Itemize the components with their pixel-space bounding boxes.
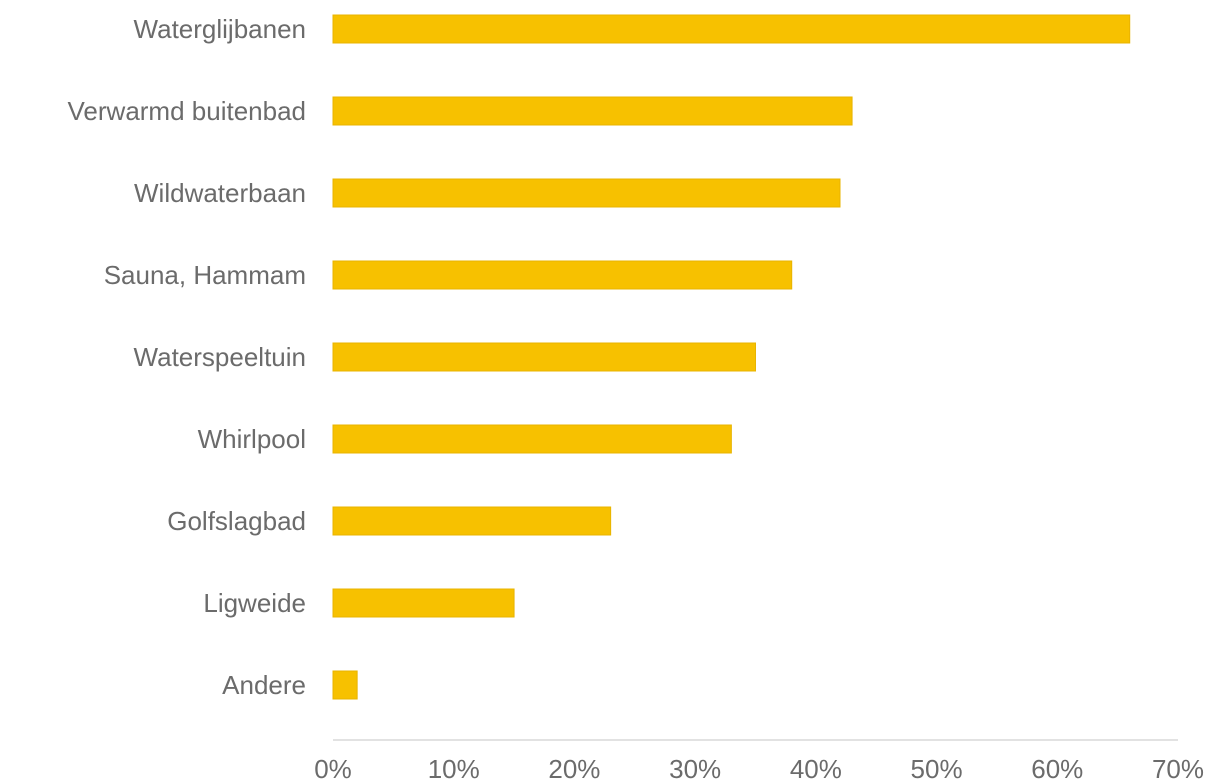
category-label-8: Andere [222, 670, 306, 700]
x-tick-label-6: 60% [1031, 754, 1083, 779]
category-label-3: Sauna, Hammam [104, 260, 306, 290]
x-tick-label-0: 0% [314, 754, 352, 779]
category-labels-group: Waterglijbanen Verwarmd buitenbad Wildwate… [68, 14, 306, 700]
bar-5 [332, 424, 732, 454]
bar-3 [332, 260, 793, 290]
x-tick-label-2: 20% [548, 754, 600, 779]
category-label-6: Golfslagbad [167, 506, 306, 536]
bar-4 [332, 342, 756, 372]
x-tick-label-5: 50% [911, 754, 963, 779]
x-tick-label-7: 70% [1152, 754, 1204, 779]
category-label-1: Verwarmd buitenbad [68, 96, 306, 126]
category-label-0: Waterglijbanen [134, 14, 306, 44]
bar-6 [332, 506, 612, 536]
category-label-2: Wildwaterbaan [134, 178, 306, 208]
category-label-7: Ligweide [203, 588, 306, 618]
bar-1 [332, 96, 853, 126]
x-tick-label-4: 40% [790, 754, 842, 779]
bar-2 [332, 178, 841, 208]
category-label-5: Whirlpool [198, 424, 306, 454]
x-tick-labels-group: 0% 10% 20% 30% 40% 50% 60% 70% [314, 754, 1204, 779]
bar-8 [332, 670, 358, 700]
bar-7 [332, 588, 515, 618]
x-tick-label-3: 30% [669, 754, 721, 779]
bars-group [332, 14, 1131, 700]
category-label-4: Waterspeeltuin [134, 342, 306, 372]
bar-0 [332, 14, 1131, 44]
x-tick-label-1: 10% [428, 754, 480, 779]
